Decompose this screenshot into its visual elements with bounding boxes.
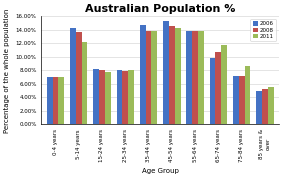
Bar xyxy=(163,21,169,124)
Bar xyxy=(268,87,274,124)
X-axis label: Age Group: Age Group xyxy=(142,168,179,174)
Bar xyxy=(58,77,64,124)
Bar xyxy=(186,30,192,124)
Bar xyxy=(215,52,221,124)
Bar xyxy=(233,76,239,124)
Bar xyxy=(122,71,128,124)
Legend: 2006, 2008, 2011: 2006, 2008, 2011 xyxy=(250,19,276,41)
Bar xyxy=(169,27,175,124)
Y-axis label: Percentage of the whole population: Percentage of the whole population xyxy=(4,8,10,133)
Bar xyxy=(105,72,111,124)
Bar xyxy=(262,89,268,124)
Bar xyxy=(256,91,262,124)
Bar xyxy=(76,32,82,124)
Bar xyxy=(47,77,53,124)
Bar xyxy=(151,30,157,124)
Bar xyxy=(145,31,151,124)
Bar xyxy=(221,45,227,124)
Title: Australian Population %: Australian Population % xyxy=(85,4,235,14)
Bar xyxy=(198,30,204,124)
Bar xyxy=(245,66,250,124)
Bar xyxy=(239,76,245,124)
Bar xyxy=(82,42,87,124)
Bar xyxy=(117,70,122,124)
Bar xyxy=(128,70,134,124)
Bar xyxy=(70,28,76,124)
Bar xyxy=(99,70,105,124)
Bar xyxy=(192,30,198,124)
Bar xyxy=(175,28,181,124)
Bar xyxy=(210,57,215,124)
Bar xyxy=(140,25,145,124)
Bar xyxy=(53,77,58,124)
Bar xyxy=(93,69,99,124)
